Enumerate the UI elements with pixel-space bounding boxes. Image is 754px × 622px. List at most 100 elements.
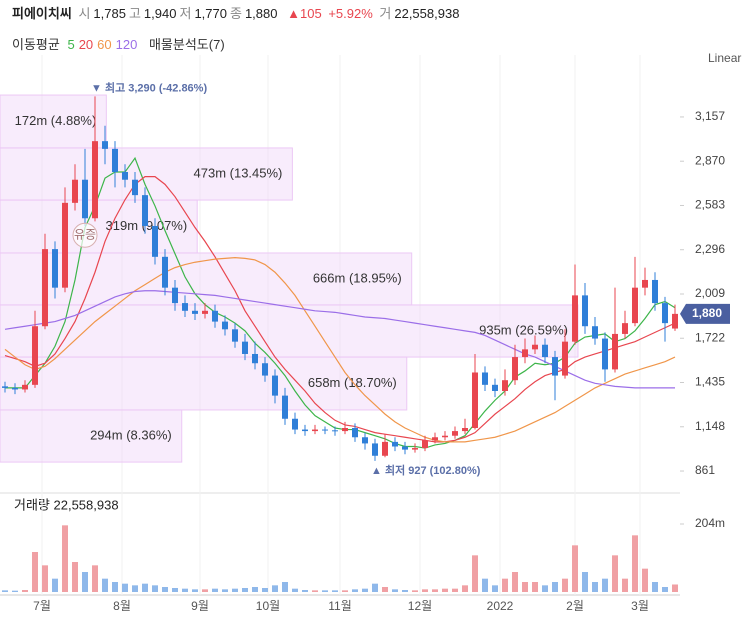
candle-body [282,395,288,419]
y-tick-label: 204m [695,516,725,530]
volume-bar [622,578,628,592]
volume-bar [432,589,438,592]
volume-value: 22,558,938 [394,6,460,21]
volume-bar [192,589,198,592]
candle-body [542,344,548,358]
volume-bar [42,565,48,592]
volume-profile-bin [0,252,413,306]
candle-body [152,225,158,257]
legend-entry: 20 [78,37,94,52]
volume-bar [282,582,288,592]
quote-label: 고 [128,6,141,21]
candle-body [272,375,278,396]
candle-body [312,429,318,432]
candle-body [142,195,148,226]
candle-body [72,179,78,203]
volume-title: 거래량 22,558,938 [14,497,119,512]
ma-legend: 5 20 60 120 [67,37,141,52]
candle-body [222,321,228,330]
candle-body [352,428,358,438]
volume-profile-label: 172m (4.88%) [15,113,97,128]
candle-body [202,310,208,314]
volume-bar [52,578,58,592]
volume-bar [612,555,618,592]
candle-body [472,372,478,429]
quote-value: 1,940 [143,6,177,21]
x-tick-label: 3월 [631,599,649,613]
volume-bar [12,590,18,592]
profile-title: 매물분석도(7) [148,37,225,52]
candle-body [292,418,298,430]
candle-body [622,323,628,334]
volume-bar [172,588,178,592]
volume-bar [232,588,238,592]
candle-body [672,313,678,329]
volume-bar [572,545,578,592]
candle-body [512,357,518,381]
volume-profile-bin [0,356,408,411]
volume-bar [162,587,168,592]
volume-label: 거 [379,6,392,21]
volume-bar [662,587,668,592]
candle-body [382,441,388,456]
volume-bar [122,583,128,592]
candle-body [172,287,178,304]
volume-bar [522,582,528,592]
volume-bar [602,578,608,592]
volume-bar [262,588,268,592]
volume-bar [342,590,348,592]
y-tick-label: 2,583 [695,198,725,212]
volume-bar [452,588,458,592]
candle-body [662,303,668,324]
candle-body [602,338,608,370]
candle-body [132,179,138,196]
volume-profile-bin [0,409,183,463]
candle-body [422,440,428,449]
candle-body [372,443,378,456]
x-tick-label: 12월 [408,599,432,613]
candle-body [82,179,88,219]
legend-entry: 60 [97,37,112,52]
change-pct: +5.92% [328,6,373,21]
candle-body [432,437,438,441]
volume-bar [352,589,358,592]
candle-body [482,372,488,385]
candle-body [42,249,48,327]
candle-body [592,326,598,339]
candle-body [402,446,408,450]
volume-profile-bin [0,199,198,254]
volume-bar [382,587,388,592]
volume-bar [152,585,158,592]
candle-body [112,148,118,173]
candle-body [162,256,168,288]
volume-bar [292,588,298,592]
volume-profile-label: 666m (18.95%) [313,270,402,285]
candle-body [532,344,538,350]
y-tick-label: 1,435 [695,375,725,389]
volume-bar [22,590,28,592]
volume-bar [322,590,328,592]
quote-value: 1,770 [194,6,227,21]
volume-bar [72,562,78,592]
candle-body [412,448,418,450]
stock-name: 피에이치씨 [12,6,72,21]
candle-body [442,435,448,438]
candle-body [452,431,458,436]
candle-body [2,386,8,388]
candle-body [562,341,568,376]
x-tick-label: 10월 [256,599,280,613]
volume-bar [332,590,338,592]
candle-body [572,295,578,342]
quote-label: 시 [78,6,91,21]
y-tick-label: 1,148 [695,419,725,433]
candle-body [632,287,638,324]
volume-bar [302,590,308,592]
volume-bar [552,582,558,592]
quote-items: 시 1,785 고 1,940 저 1,770 종 1,880 [78,6,280,21]
candle-body [652,279,658,304]
volume-bar [242,588,248,592]
volume-bar [132,585,138,592]
candle-body [92,141,98,219]
volume-bar [272,585,278,592]
